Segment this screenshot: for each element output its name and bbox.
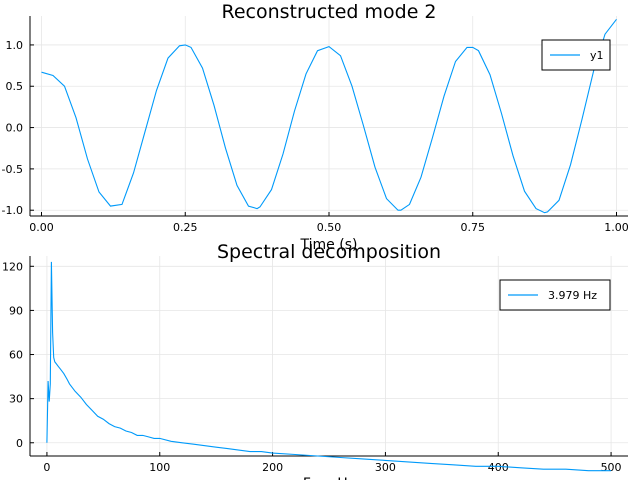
time-series-panel: 0.00 0.25 0.50 0.75 1.00 -1.0 -0.5 0.0 0.5 1.0 Rec… <box>2 1 629 253</box>
y-tick-label: 30 <box>9 393 23 406</box>
x-tick-label: 0 <box>43 461 50 474</box>
x-tick-label: 1.00 <box>604 221 629 234</box>
x-tick-label: 300 <box>375 461 396 474</box>
x-tick-label: 400 <box>488 461 509 474</box>
x-tick-label: 0.00 <box>29 221 54 234</box>
y-tick-label: -0.5 <box>2 163 23 176</box>
x-tick-label: 0.50 <box>317 221 342 234</box>
chart-title: Reconstructed mode 2 <box>221 1 436 23</box>
x-tick-label: 200 <box>262 461 283 474</box>
y-tick-label: 120 <box>2 260 23 273</box>
series-line <box>46 261 612 472</box>
y-tick-label: 0 <box>16 437 23 450</box>
y-tick-label: 90 <box>9 304 23 317</box>
y-tick-label: 0.0 <box>6 122 24 135</box>
y-tick-label: 60 <box>9 349 23 362</box>
legend-label: y1 <box>590 49 604 62</box>
y-tick-label: -1.0 <box>2 204 23 217</box>
x-tick-label: 500 <box>601 461 622 474</box>
spectrum-panel: 0 100 200 300 400 500 0 30 60 90 120 Spectral decom… <box>2 241 628 480</box>
series-line <box>41 18 617 214</box>
x-axis-label: Time (s) <box>300 237 358 253</box>
x-tick-label: 100 <box>149 461 170 474</box>
chart-title: Spectral decomposition <box>217 241 441 263</box>
y-tick-label: 1.0 <box>6 39 24 52</box>
x-axis-label: Freq Hz <box>303 476 355 480</box>
legend-label: 3.979 Hz <box>548 289 597 302</box>
x-tick-label: 0.75 <box>461 221 486 234</box>
y-tick-label: 0.5 <box>6 80 24 93</box>
x-tick-label: 0.25 <box>173 221 198 234</box>
